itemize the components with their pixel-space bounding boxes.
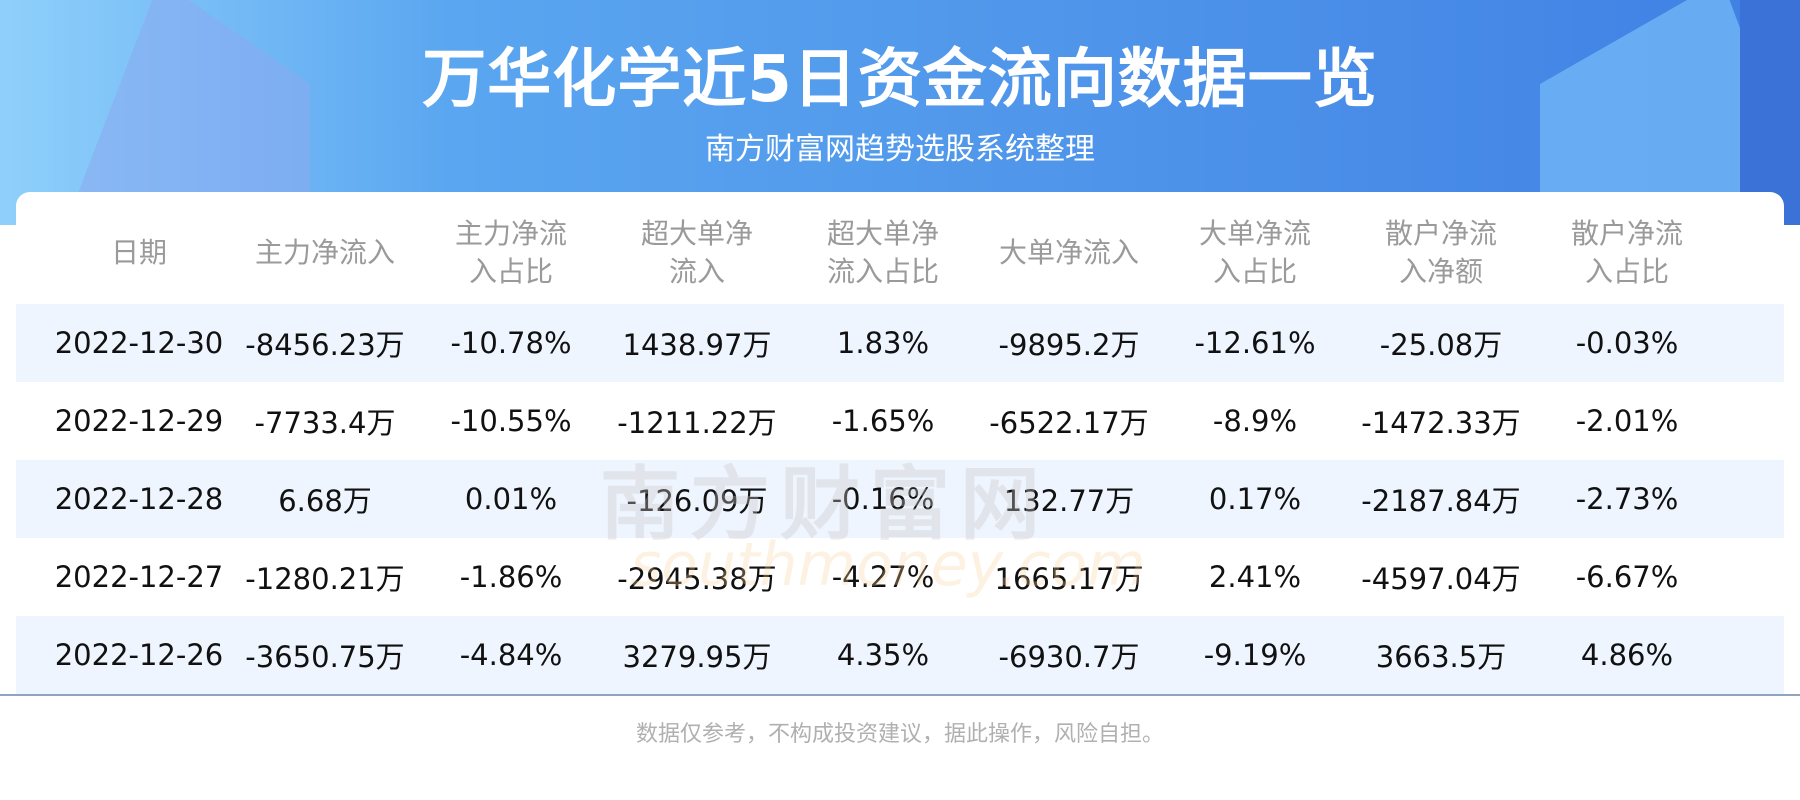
table-cell: -10.78%: [450, 326, 572, 360]
column-header: 散户净流入净额: [1384, 217, 1497, 288]
table-cell: -9.19%: [1203, 638, 1307, 672]
table-cell: 0.17%: [1208, 482, 1302, 516]
table-cell: -6930.7万: [998, 640, 1140, 674]
disclaimer: 数据仅参考，不构成投资建议，据此操作，风险自担。: [635, 722, 1164, 747]
table-cell: 1665.17万: [994, 562, 1144, 596]
column-header: 大单净流入: [998, 236, 1139, 269]
table-cell: -6.67%: [1575, 560, 1679, 594]
table-cell: 3663.5万: [1375, 640, 1507, 674]
page-subtitle: 南方财富网趋势选股系统整理: [705, 132, 1095, 167]
table-row: 2022-12-26 -3650.75万 -4.84% 3279.95万 4.35% -6…: [16, 616, 1784, 694]
table-cell: 1438.97万: [622, 328, 772, 362]
table-cell: -4.27%: [831, 560, 935, 594]
table-cell: 3279.95万: [622, 640, 772, 674]
table-cell: -25.08万: [1379, 328, 1503, 362]
table-cell: -0.03%: [1575, 326, 1679, 360]
table-cell: 2.41%: [1208, 560, 1302, 594]
table-cell: 0.01%: [464, 482, 558, 516]
table-cell: 2022-12-29: [54, 404, 224, 438]
column-header: 日期: [110, 236, 167, 269]
table-cell: -2945.38万: [617, 562, 777, 596]
table-row: 2022-12-30 -8456.23万 -10.78% 1438.97万 1.83% -…: [16, 304, 1784, 382]
table-cell: 6.68万: [278, 484, 372, 518]
table-cell: -6522.17万: [989, 406, 1149, 440]
column-header: 散户净流入占比: [1570, 217, 1683, 288]
table-cell: 1.83%: [836, 326, 930, 360]
table-row: 2022-12-28 6.68万 0.01% -126.09万 -0.16% 132.77…: [16, 460, 1784, 538]
column-header: 主力净流入: [254, 236, 395, 269]
decor-shape: [1740, 0, 1800, 225]
table-cell: -2187.84万: [1361, 484, 1521, 518]
table-cell: -1.65%: [831, 404, 935, 438]
table-cell: -12.61%: [1194, 326, 1316, 360]
column-header: 大单净流入占比: [1198, 217, 1311, 288]
table-cell: 132.77万: [1003, 484, 1135, 518]
table-cell: 2022-12-28: [54, 482, 224, 516]
table-cell: 2022-12-27: [54, 560, 224, 594]
column-header: 超大单净流入: [640, 217, 753, 288]
table-cell: 2022-12-26: [54, 638, 224, 672]
table-cell: -2.01%: [1575, 404, 1679, 438]
column-header: 超大单净流入占比: [826, 217, 939, 288]
table-cell: -7733.4万: [254, 406, 396, 440]
table-cell: -4.84%: [459, 638, 563, 672]
table-cell: -3650.75万: [245, 640, 405, 674]
table-cell: 4.86%: [1580, 638, 1674, 672]
table-row: 2022-12-27 -1280.21万 -1.86% -2945.38万 -4.27%…: [16, 538, 1784, 616]
table-cell: -4597.04万: [1361, 562, 1521, 596]
table-cell: -10.55%: [450, 404, 572, 438]
table-cell: -1280.21万: [245, 562, 405, 596]
table-cell: -126.09万: [626, 484, 768, 518]
table-cell: -2.73%: [1575, 482, 1679, 516]
divider: [0, 694, 1800, 696]
table-cell: -1472.33万: [1361, 406, 1521, 440]
table-cell: -8456.23万: [245, 328, 405, 362]
column-header: 主力净流入占比: [454, 217, 567, 288]
table-header: 日期 主力净流入 主力净流入占比 超大单净流入 超大单净流入占比 大单净流入 大单净流入占比…: [16, 208, 1784, 298]
table-cell: 2022-12-30: [54, 326, 224, 360]
table-cell: -0.16%: [831, 482, 935, 516]
table-cell: -9895.2万: [998, 328, 1140, 362]
table-cell: 4.35%: [836, 638, 930, 672]
header-banner: 万华化学近5日资金流向数据一览 南方财富网趋势选股系统整理: [0, 0, 1800, 225]
data-table: 日期 主力净流入 主力净流入占比 超大单净流入 超大单净流入占比 大单净流入 大单净流入占比…: [16, 192, 1784, 702]
table-cell: -1.86%: [459, 560, 563, 594]
table-cell: -1211.22万: [617, 406, 777, 440]
page-title: 万华化学近5日资金流向数据一览: [422, 43, 1378, 117]
table-cell: -8.9%: [1212, 404, 1298, 438]
table-row: 2022-12-29 -7733.4万 -10.55% -1211.22万 -1.65%…: [16, 382, 1784, 460]
